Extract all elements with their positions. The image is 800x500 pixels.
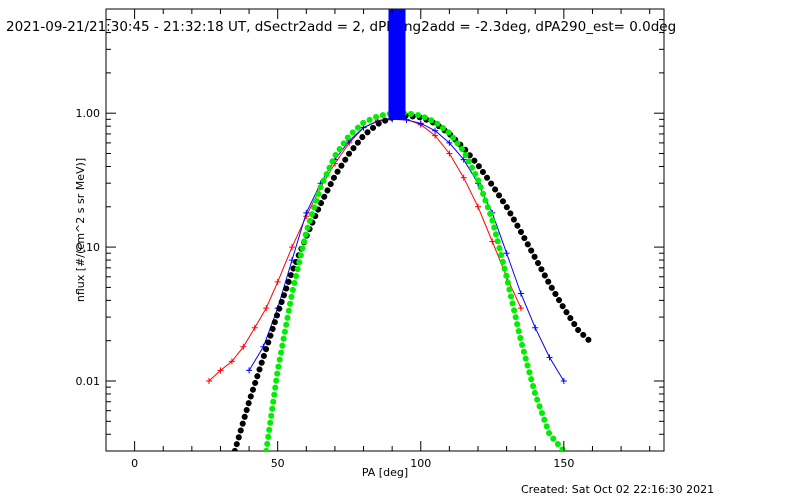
series-0-point-3: [240, 343, 247, 350]
chart-title: 2021-09-21/21:30:45 - 21:32:18 UT, dSect…: [6, 19, 676, 35]
series-0-point-2: [228, 358, 235, 365]
series-1-point-20: [532, 324, 539, 331]
series-1-point-13: [432, 127, 439, 134]
series-0-point-23: [517, 305, 524, 312]
series-1-line: [248, 118, 565, 382]
series-0-point-4: [251, 324, 258, 331]
series-group: [206, 9, 596, 451]
series-1-point-18: [503, 250, 510, 257]
series-1-point-15: [460, 156, 467, 163]
x-tick-label-3: 150: [553, 457, 574, 470]
series-0-point-5: [263, 305, 270, 312]
series-1-point-21: [546, 354, 553, 361]
x-axis-label: PA [deg]: [362, 466, 408, 479]
series-2-line: [231, 112, 596, 451]
x-tick-label-1: 50: [271, 457, 285, 470]
series-0-point-18: [446, 150, 453, 157]
series-1-point-19: [517, 290, 524, 297]
series-0-point-7: [289, 244, 295, 251]
x-tick-label-0: 0: [131, 457, 138, 470]
series-0-point-1: [217, 367, 224, 374]
series-0-point-21: [489, 238, 496, 245]
series-1-point-12: [417, 120, 424, 127]
series-1-point-0: [246, 367, 253, 374]
series-0-point-6: [274, 278, 281, 285]
created-timestamp: Created: Sat Oct 02 22:16:30 2021: [521, 483, 714, 496]
series-1-point-14: [446, 139, 453, 146]
plot-area: [206, 9, 596, 451]
series-1-point-22: [560, 377, 567, 384]
series-0-point-0: [206, 377, 213, 384]
y-tick-label-0: 0.01: [76, 375, 101, 388]
series-0-point-20: [475, 203, 481, 210]
y-tick-label-1: 0.10: [76, 241, 101, 254]
series-0-line: [208, 117, 522, 382]
series-1-point-4: [303, 209, 310, 216]
series-3-line: [263, 110, 567, 451]
y-axis-label: nflux [#/(cm^2 s sr MeV)]: [74, 158, 87, 302]
x-tick-label-2: 100: [410, 457, 431, 470]
y-tick-label-2: 1.00: [76, 107, 101, 120]
plot-frame: [105, 8, 665, 452]
axes: 0 50 100 150 0.01 0.10 1.00: [76, 8, 664, 470]
series-0-point-19: [460, 174, 467, 181]
